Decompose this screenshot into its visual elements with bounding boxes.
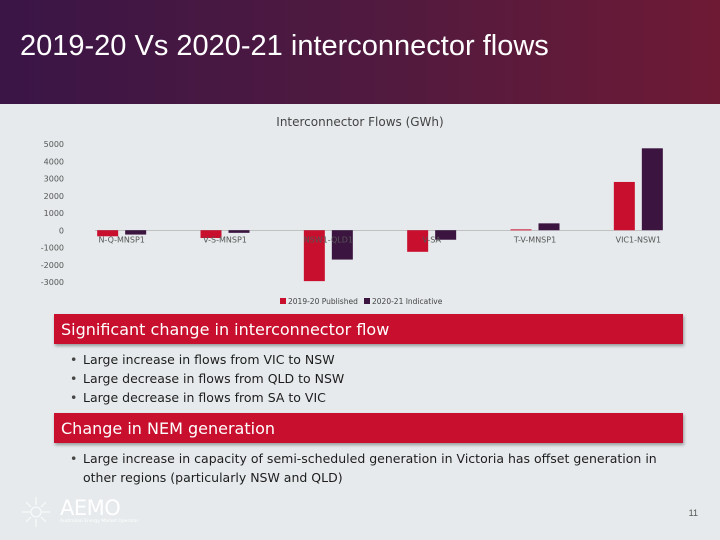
bar-nsw1-qld1-indicative xyxy=(331,230,353,260)
bullet-list-1: Large increase in flows from VIC to NSW … xyxy=(70,350,344,407)
y-tick-label: 1000 xyxy=(44,209,64,218)
y-tick-label: 2000 xyxy=(44,192,64,201)
y-tick-label: 0 xyxy=(59,226,64,235)
page-number: 11 xyxy=(688,508,698,518)
slide-header: 2019-20 Vs 2020-21 interconnector flows xyxy=(0,0,720,104)
aemo-logo-tagline: Australian Energy Market Operator xyxy=(60,519,139,524)
chart-title: Interconnector Flows (GWh) xyxy=(276,115,443,129)
bullet-item: Large increase in capacity of semi-sched… xyxy=(70,449,670,487)
y-tick-label: 5000 xyxy=(44,140,64,149)
legend-swatch xyxy=(280,298,286,304)
y-axis: 5000 4000 3000 2000 1000 0 -1000 -2000 -3000 xyxy=(41,140,64,287)
section-heading-2: Change in NEM generation xyxy=(61,419,275,438)
bar-nsw1-qld1-published xyxy=(303,230,325,282)
x-tick-label: T-V-MNSP1 xyxy=(513,235,556,244)
x-tick-label: NSW1-QLD1 xyxy=(304,235,353,244)
legend-label: 2019-20 Published xyxy=(288,297,358,306)
interconnector-chart: Interconnector Flows (GWh) 5000 4000 3000 2… xyxy=(0,104,720,314)
bars-group xyxy=(97,148,663,282)
aemo-logo-icon xyxy=(22,497,50,527)
x-tick-label: N-Q-MNSP1 xyxy=(98,235,144,244)
aemo-logo-text: AEMO xyxy=(60,496,121,520)
section-heading-box-2: Change in NEM generation xyxy=(54,413,683,443)
y-tick-label: -2000 xyxy=(41,261,64,270)
legend-swatch xyxy=(364,298,370,304)
x-tick-label: V-SA xyxy=(422,235,441,244)
aemo-logo: AEMO Australian Energy Market Operator xyxy=(16,493,176,531)
bar-n-q-mnsp1-indicative xyxy=(125,230,147,235)
chart-legend: 2019-20 Published 2020-21 Indicative xyxy=(280,297,443,306)
bar-t-v-mnsp1-indicative xyxy=(538,223,560,231)
bullet-item: Large decrease in flows from SA to VIC xyxy=(70,388,344,407)
section-heading-1: Significant change in interconnector flo… xyxy=(61,320,390,339)
slide-title: 2019-20 Vs 2020-21 interconnector flows xyxy=(20,30,549,62)
chart-svg: Interconnector Flows (GWh) 5000 4000 3000 2… xyxy=(41,115,663,306)
bar-v-sa-published xyxy=(407,230,429,252)
x-tick-label: V-S-MNSP1 xyxy=(203,235,247,244)
legend-label: 2020-21 Indicative xyxy=(372,297,443,306)
bar-t-v-mnsp1-published xyxy=(510,229,532,231)
bar-vic1-nsw1-published xyxy=(613,181,635,231)
bar-n-q-mnsp1-published xyxy=(97,230,119,237)
section-heading-box-1: Significant change in interconnector flo… xyxy=(54,314,683,344)
y-tick-label: 4000 xyxy=(44,157,64,166)
bar-v-s-mnsp1-published xyxy=(200,230,222,239)
bullet-item: Large increase in flows from VIC to NSW xyxy=(70,350,344,369)
bullet-item: Large decrease in flows from QLD to NSW xyxy=(70,369,344,388)
bar-vic1-nsw1-indicative xyxy=(641,148,663,231)
bar-v-sa-indicative xyxy=(435,230,457,240)
bar-v-s-mnsp1-indicative xyxy=(228,230,250,233)
x-axis-labels: N-Q-MNSP1 V-S-MNSP1 NSW1-QLD1 V-SA T-V-MNSP1… xyxy=(98,235,661,244)
y-tick-label: -3000 xyxy=(41,278,64,287)
y-tick-label: 3000 xyxy=(44,175,64,184)
x-tick-label: VIC1-NSW1 xyxy=(616,235,661,244)
y-tick-label: -1000 xyxy=(41,244,64,253)
bullet-list-2: Large increase in capacity of semi-sched… xyxy=(70,449,670,487)
